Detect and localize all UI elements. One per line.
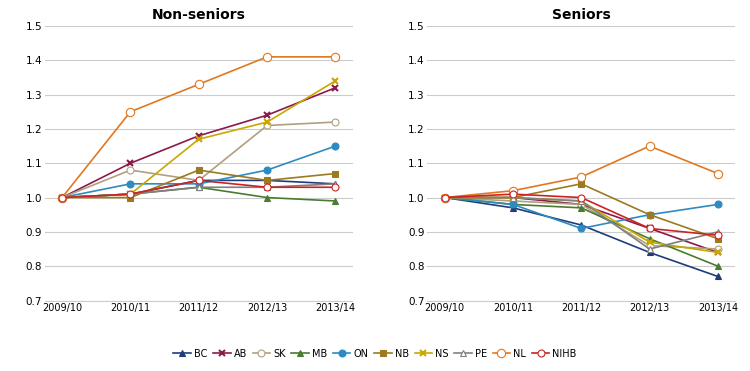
Title: Non-seniors: Non-seniors xyxy=(152,8,246,22)
Title: Seniors: Seniors xyxy=(552,8,610,22)
Legend: BC, AB, SK, MB, ON, NB, NS, PE, NL, NIHB: BC, AB, SK, MB, ON, NB, NS, PE, NL, NIHB xyxy=(170,345,580,362)
